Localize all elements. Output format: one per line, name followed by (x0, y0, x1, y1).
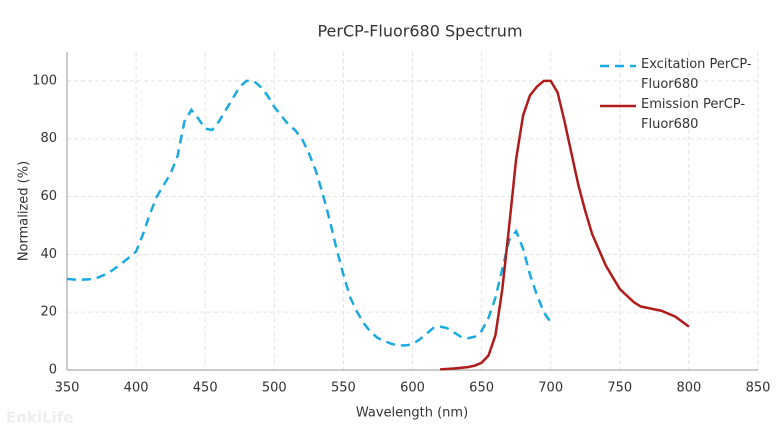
series-line (440, 79, 690, 371)
x-tick-label: 500 (262, 381, 287, 396)
x-tick-label: 550 (331, 381, 356, 396)
x-axis-label: Wavelength (nm) (356, 406, 468, 421)
y-tick-label: 80 (40, 131, 57, 146)
chart-title: PerCP-Fluor680 Spectrum (317, 22, 522, 41)
series-line (66, 79, 552, 347)
y-tick-label: 0 (49, 363, 57, 378)
x-tick-label: 750 (607, 381, 632, 396)
x-tick-label: 700 (538, 381, 563, 396)
x-tick-label: 600 (400, 381, 425, 396)
x-tick-label: 400 (124, 381, 149, 396)
legend-entry-box: Excitation PerCP-Fluor680 (641, 57, 752, 92)
x-tick-label: 800 (676, 381, 701, 396)
x-tick-label: 350 (55, 381, 80, 396)
x-tick-label: 850 (746, 381, 771, 396)
legend-label: Emission PerCP-Fluor680 (641, 97, 746, 132)
watermark: EnkiLife (6, 409, 73, 427)
y-tick-label: 100 (32, 73, 57, 88)
x-tick-label: 650 (469, 381, 494, 396)
y-tick-label: 40 (40, 247, 57, 262)
x-tick-label: 450 (193, 381, 218, 396)
y-tick-label: 20 (40, 305, 57, 320)
legend-entry-box: Emission PerCP-Fluor680 (641, 97, 746, 132)
legend-label: Excitation PerCP-Fluor680 (641, 57, 752, 92)
y-tick-label: 60 (40, 189, 57, 204)
y-axis-label: Normalized (%) (17, 161, 32, 261)
